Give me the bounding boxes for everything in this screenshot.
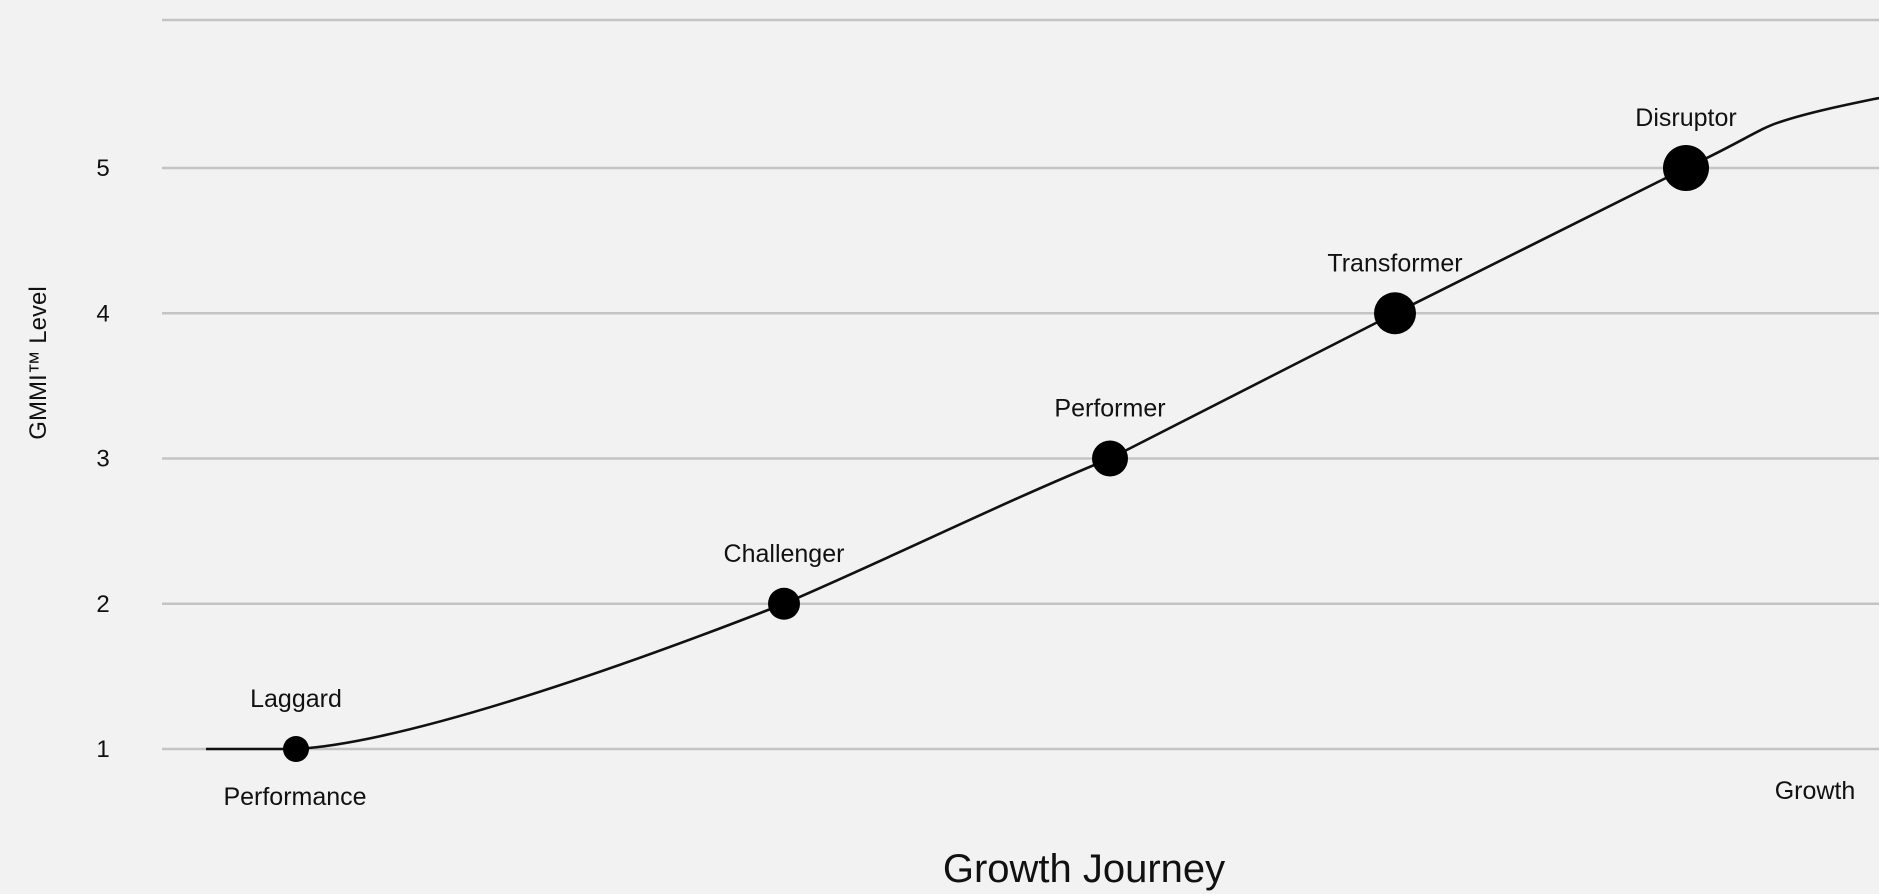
point-label-performer: Performer [1054, 395, 1165, 423]
y-tick-label: 3 [96, 446, 109, 473]
x-axis-end-label: Growth [1775, 777, 1856, 805]
data-point-performer [1092, 440, 1128, 477]
y-tick-label: 2 [96, 591, 109, 618]
data-points: Laggard Challenger Performer Transformer Dis… [250, 104, 1737, 762]
y-tick-labels: 1 2 3 4 5 [96, 155, 109, 763]
y-tick-label: 5 [96, 155, 109, 182]
data-point-disruptor [1663, 145, 1709, 191]
y-axis-label: GMMI™ Level [25, 286, 52, 439]
x-axis-start-label: Performance [223, 783, 366, 811]
point-label-disruptor: Disruptor [1635, 104, 1736, 132]
data-point-challenger [768, 587, 800, 620]
x-axis-label: Growth Journey [943, 847, 1225, 891]
growth-curve [206, 96, 1879, 751]
data-point-transformer [1374, 292, 1416, 335]
point-label-laggard: Laggard [250, 685, 342, 713]
data-point-laggard [283, 736, 309, 762]
point-label-challenger: Challenger [724, 540, 845, 568]
grid-lines [162, 18, 1879, 751]
y-tick-label: 4 [96, 300, 109, 327]
y-tick-label: 1 [96, 736, 109, 763]
point-label-transformer: Transformer [1327, 249, 1462, 277]
